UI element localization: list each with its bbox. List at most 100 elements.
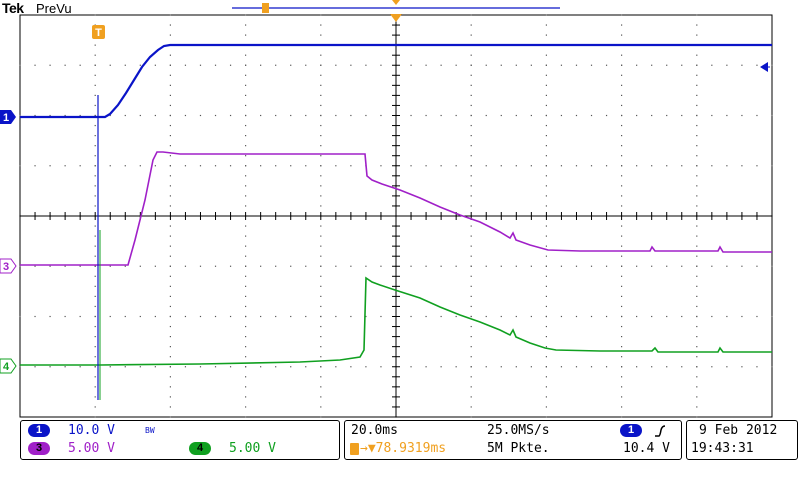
grid-dot [245,406,247,408]
grid-dot [771,114,773,117]
grid-dot [229,165,232,167]
grid-dot [169,145,171,147]
channel-panel[interactable]: 1 10.0 V BW 3 5.00 V 4 5.00 V [20,420,340,460]
record-trigger-icon [262,3,269,13]
grid-dot [455,265,457,267]
grid-dot [184,114,187,117]
grid-dot [756,315,758,318]
ch3-badge[interactable]: 3 [28,442,50,455]
grid-dot [560,366,563,368]
grid-dot [245,114,247,117]
grid-dot [545,325,547,328]
grid-dot [515,315,517,318]
grid-dot [696,285,698,287]
ch4-ground-marker[interactable]: 4 [0,358,17,374]
grid-dot [34,165,36,167]
grid-dot [245,14,247,16]
grid-dot [214,114,217,117]
grid-dot [245,145,247,147]
grid-dot [410,114,412,117]
grid-dot [169,135,171,137]
grid-dot [320,14,322,16]
grid-dot [470,336,472,338]
grid-dot [94,305,96,308]
grid-dot [726,64,728,66]
grid-dot [545,175,547,177]
grid-dot [320,94,322,96]
grid-dot [94,416,96,418]
grid-dot [94,386,96,388]
grid-dot [214,265,217,267]
grid-dot [410,265,412,267]
grid-dot [410,366,412,368]
grid-dot [350,165,352,167]
grid-dot [771,265,773,267]
grid-dot [621,305,623,308]
grid-dot [320,124,322,127]
grid-dot [19,315,21,318]
grid-dot [545,185,547,187]
grid-dot [94,185,96,187]
grid-dot [245,346,247,348]
grid-dot [365,64,367,66]
grid-dot [320,175,322,177]
grid-dot [184,64,187,66]
grid-dot [154,165,156,167]
grid-dot [94,205,96,207]
grid-dot [245,295,247,297]
trigger-source-badge[interactable]: 1 [620,424,642,437]
ch3-ground-marker[interactable]: 3 [0,258,17,274]
grid-dot [696,376,698,378]
grid-dot [260,64,262,66]
ch1-waveform [20,43,772,119]
waveform-display: T 1 3 4 [0,0,773,418]
grid-dot [320,376,322,378]
grid-dot [124,64,126,66]
grid-dot [275,114,277,117]
grid-dot [575,114,578,117]
grid-dot [245,366,247,368]
grid-dot [545,54,547,56]
trigger-t-icon[interactable]: T [92,25,105,39]
ch1-badge[interactable]: 1 [28,424,50,437]
grid-dot [229,265,232,267]
grid-dot [245,396,247,398]
grid-dot [545,24,547,26]
grid-dot [515,114,517,117]
grid-dot [651,366,653,368]
grid-dot [169,124,171,127]
grid-dot [470,124,472,127]
grid-dot [19,366,21,368]
ch4-badge[interactable]: 4 [189,442,211,455]
grid-dot [545,94,547,96]
grid-dot [545,84,547,86]
grid-dot [651,265,653,267]
grid-dot [666,265,668,267]
trigger-position-icon[interactable] [390,14,402,22]
grid-dot [320,114,322,117]
grid-dot [726,265,728,267]
grid-dot [545,265,547,267]
grid-dot [245,54,247,56]
grid-dot [49,165,51,167]
grid-dot [560,64,563,66]
grid-dot [470,185,472,187]
grid-dot [320,325,322,328]
grid-dot [545,396,547,398]
timebase-panel[interactable]: 20.0ms 25.0MS/s →▼78.9319ms 5M Pkte. 1 1… [344,420,682,460]
grid-dot [94,14,96,16]
grid-dot [154,265,156,267]
grid-dot [621,104,623,107]
grid-dot [139,265,141,267]
grid-dot [169,104,171,107]
grid-dot [711,165,713,167]
grid-dot [124,315,126,318]
grid-dot [169,295,171,297]
grid-dot [169,336,171,338]
grid-dot [320,74,322,76]
grid-dot [470,74,472,76]
grid-dot [305,366,307,368]
ch1-ground-marker[interactable]: 1 [0,110,16,124]
grid-dot [320,346,322,348]
grid-dot [605,366,608,368]
